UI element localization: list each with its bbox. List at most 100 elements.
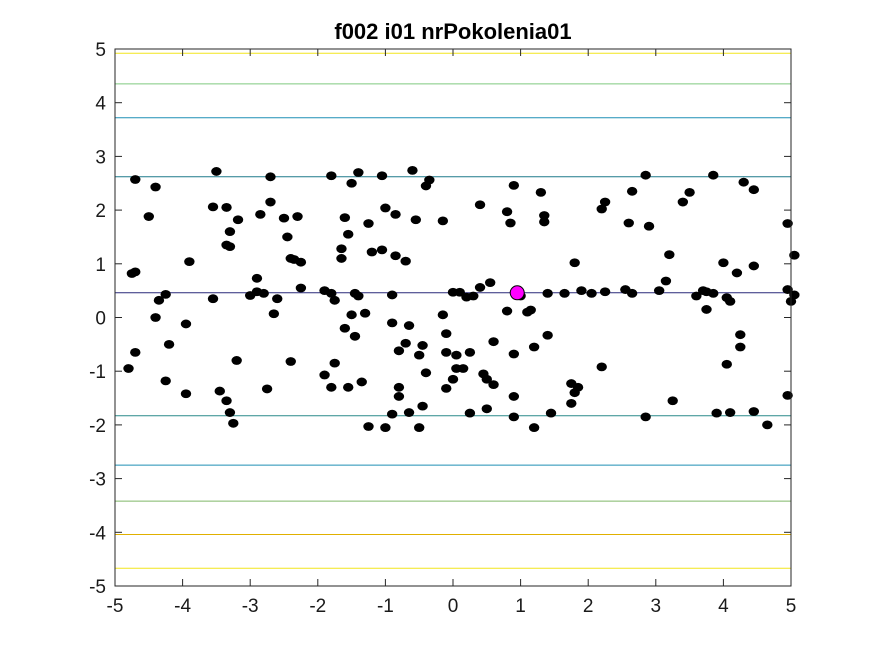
x-tick-label-5: 0 [448,596,459,617]
data-point-67 [789,250,800,260]
data-point-39 [684,187,695,197]
data-point-174 [528,423,540,432]
data-point-165 [441,383,452,393]
data-point-54 [295,257,307,267]
y-tick-label-5: 0 [95,309,106,330]
data-point-115 [123,364,134,373]
data-point-81 [353,291,364,301]
x-tick-label-1: -4 [174,596,191,617]
x-tick-label-9: 4 [718,596,729,617]
data-point-157 [380,423,391,432]
data-point-179 [572,382,584,392]
data-point-92 [525,305,536,315]
data-point-139 [488,337,499,347]
data-point-51 [282,232,293,242]
data-point-184 [748,407,760,416]
data-point-117 [160,376,171,386]
data-point-155 [356,377,367,387]
data-point-102 [691,291,702,301]
data-point-11 [255,209,266,219]
data-point-112 [150,313,161,322]
data-point-172 [508,392,520,401]
data-point-171 [488,380,499,390]
data-point-158 [386,409,398,419]
data-point-163 [417,401,428,411]
x-tick-label-3: -2 [309,596,326,617]
data-point-145 [735,342,746,352]
data-point-32 [596,204,607,214]
data-point-31 [539,217,550,227]
data-point-100 [653,286,665,296]
y-tick-label-10: -5 [89,577,106,598]
data-point-9 [278,213,290,223]
data-point-68 [153,295,165,305]
data-point-55 [336,244,347,254]
data-point-151 [261,384,273,394]
data-point-74 [272,294,283,304]
data-point-173 [508,412,520,422]
data-point-129 [403,321,415,330]
data-point-169 [481,374,492,384]
data-point-132 [437,310,449,320]
data-point-162 [414,423,425,432]
data-point-69 [160,290,171,299]
data-point-57 [343,229,354,239]
x-tick-label-7: 2 [583,596,594,617]
data-point-96 [586,288,597,298]
data-point-180 [640,412,651,422]
data-point-144 [735,330,746,340]
data-point-177 [566,399,577,408]
data-point-27 [505,218,516,228]
data-point-108 [724,296,736,306]
data-point-73 [258,288,269,298]
population-points [123,165,800,432]
x-tick-label-0: -5 [107,596,124,617]
data-point-61 [400,256,411,266]
data-point-13 [346,178,357,188]
data-point-87 [474,283,486,292]
x-tick-label-6: 1 [515,596,526,617]
data-point-138 [464,348,476,357]
y-tick-label-4: 1 [95,255,106,276]
data-point-101 [660,276,672,286]
y-tick-label-8: -3 [89,470,106,491]
data-point-160 [393,392,405,401]
data-point-15 [376,171,388,181]
data-point-122 [339,323,351,333]
data-point-26 [501,207,513,217]
data-point-3 [211,167,222,176]
x-tick-label-2: -3 [242,596,259,617]
data-point-181 [667,396,678,406]
data-point-24 [437,216,449,226]
data-point-4 [207,202,219,212]
data-point-22 [339,213,351,223]
data-point-60 [390,251,401,261]
data-point-65 [731,268,743,278]
data-point-7 [265,172,276,182]
y-tick-label-2: 3 [95,147,106,168]
data-point-161 [403,408,415,417]
y-tick-label-9: -4 [89,523,106,544]
data-point-8 [265,197,276,207]
data-point-10 [292,212,303,221]
best-point-marker [509,285,525,301]
data-point-36 [640,170,651,180]
data-point-33 [599,197,611,207]
data-point-137 [457,364,469,373]
data-point-82 [386,290,398,300]
data-point-70 [207,294,219,304]
data-point-43 [782,219,793,228]
data-point-18 [420,181,432,191]
data-point-175 [545,408,557,418]
data-point-64 [718,258,729,268]
y-tick-label-0: 5 [95,40,106,61]
data-point-28 [508,180,520,190]
data-point-23 [410,215,422,225]
best-point-layer [509,285,525,301]
data-point-30 [539,211,550,220]
data-point-120 [285,357,296,366]
data-point-37 [643,221,655,231]
data-point-86 [468,291,479,301]
x-tick-label-10: 5 [786,596,797,617]
data-point-20 [390,209,401,219]
